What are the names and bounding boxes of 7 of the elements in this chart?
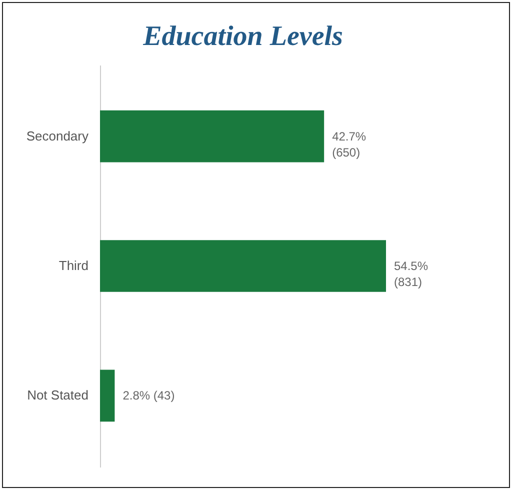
data-label: 54.5% (831) [394,259,428,289]
y-tick-label: Not Stated [27,388,88,403]
chart-title: Education Levels [142,21,344,52]
y-tick-label: Secondary [26,128,89,144]
data-label: 42.7% (650) [332,129,366,160]
y-tick-label: Third [58,258,88,273]
data-label: 2.8% (43) [122,388,175,403]
